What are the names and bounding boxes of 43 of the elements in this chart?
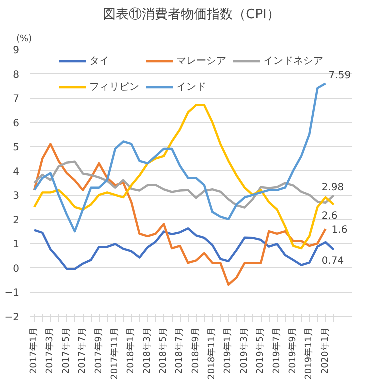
y-tick-label: 1 (13, 240, 20, 251)
y-tick-label: 5 (13, 142, 20, 154)
y-tick-label: −2 (4, 312, 20, 324)
x-tick-label: 2017年9月 (93, 327, 104, 374)
y-tick-label: 6 (13, 118, 20, 130)
x-tick-label: 2018年7月 (174, 327, 186, 374)
legend-label: フィリピン (90, 81, 140, 94)
x-tick-label: 2018年1月 (126, 327, 137, 374)
legend-label: インドネシア (264, 55, 324, 68)
annotation: 1.6 (332, 225, 348, 236)
annotation: 2.98 (322, 182, 344, 194)
x-tick-label: 2019年5月 (255, 327, 266, 374)
x-tick-label: 2017年11月 (109, 327, 120, 380)
y-axis-title: (%) (16, 34, 32, 44)
y-tick-label: −1 (4, 288, 20, 300)
legend-label: マレーシア (176, 55, 226, 68)
x-tick-label: 2017年5月 (60, 327, 72, 374)
y-tick-label: 8 (13, 70, 20, 81)
legend-label: インド (176, 81, 206, 94)
annotation: 2.6 (322, 210, 338, 222)
annotation: 0.74 (322, 256, 344, 267)
x-tick-label: 2018年3月 (142, 327, 153, 374)
x-tick-label: 2019年1月 (222, 327, 234, 374)
x-tick-label: 2017年3月 (44, 327, 56, 374)
x-tick-label: 2018年11月 (206, 327, 218, 380)
x-tick-label: 2017年7月 (77, 327, 88, 374)
y-tick-label: 4 (13, 166, 20, 178)
x-tick-label: 2019年3月 (238, 327, 250, 374)
chart-title: 図表⑪消費者物価指数（CPI） (103, 8, 280, 22)
x-tick-label: 2020年1月 (320, 327, 331, 374)
legend-label: タイ (90, 55, 110, 68)
y-tick-label: 9 (13, 46, 20, 56)
x-tick-label: 2019年7月 (271, 327, 282, 374)
x-tick-label: 2017年1月 (28, 327, 40, 374)
y-tick-label: 7 (13, 94, 20, 106)
x-tick-label: 2019年9月 (287, 327, 298, 374)
annotation: 7.59 (328, 70, 352, 82)
y-tick-label: 2 (13, 215, 20, 226)
x-tick-label: 2018年9月 (190, 327, 202, 374)
y-tick-label: 3 (13, 191, 20, 202)
y-tick-label: 0 (13, 264, 20, 275)
x-tick-label: 2019年11月 (304, 327, 315, 380)
x-tick-label: 2018年5月 (158, 327, 169, 374)
